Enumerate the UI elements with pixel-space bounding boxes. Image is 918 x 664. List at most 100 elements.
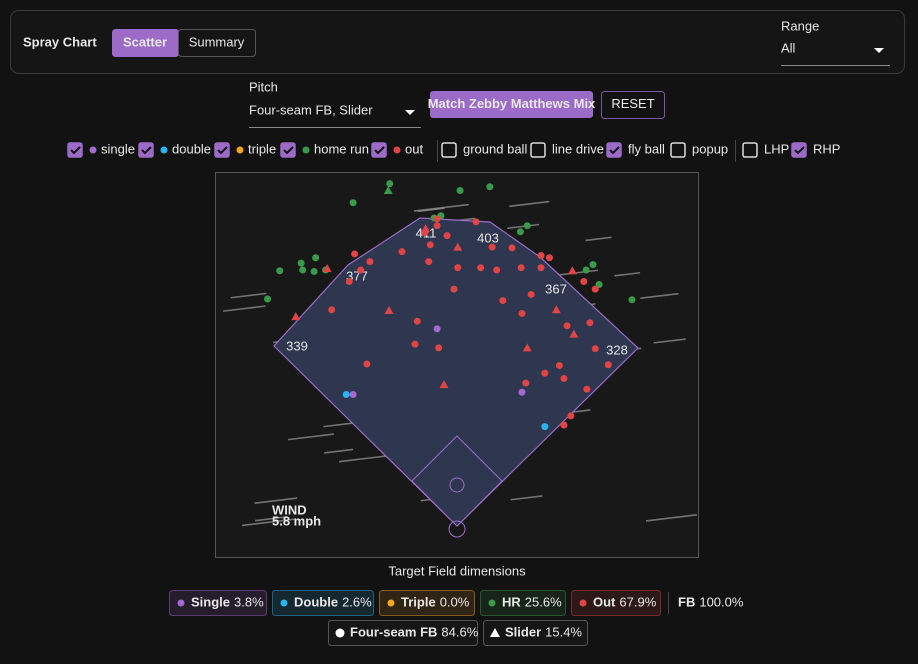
checkbox[interactable] <box>441 142 457 158</box>
wind-label: WIND <box>272 502 307 517</box>
hit-point <box>522 379 530 387</box>
checkmark[interactable] <box>283 146 294 155</box>
hit-point <box>582 266 590 274</box>
wind-streak <box>222 305 266 312</box>
summary-chip <box>272 590 374 616</box>
hit-point <box>349 199 357 207</box>
hit-point <box>563 322 571 330</box>
tab[interactable] <box>178 29 256 57</box>
hit-point <box>421 224 431 233</box>
checkmark[interactable] <box>609 146 620 155</box>
checkbox[interactable] <box>138 142 154 158</box>
summary-chip <box>571 590 661 616</box>
batted-ball-label: FB <box>678 594 695 609</box>
match-button[interactable] <box>430 91 593 118</box>
wind-streak <box>241 518 297 527</box>
legend-dot <box>393 146 401 154</box>
hit-point <box>276 267 284 275</box>
checkmark[interactable] <box>217 146 228 155</box>
checkbox[interactable] <box>606 142 622 158</box>
hit-point <box>291 312 301 321</box>
caption: Target Field dimensions <box>388 563 526 578</box>
hit-point <box>297 259 305 267</box>
chip-marker <box>490 628 500 637</box>
hit-point <box>310 268 318 276</box>
match-button-label[interactable]: Match Zebby Matthews Mix <box>428 96 596 111</box>
hit-point <box>439 380 449 389</box>
hit-point <box>551 305 561 314</box>
hit-point <box>425 258 433 266</box>
dropdown-arrow[interactable] <box>874 48 884 53</box>
hit-point <box>299 266 307 274</box>
checkbox[interactable] <box>67 142 83 158</box>
legend-dot <box>302 146 310 154</box>
chip-label: Four-seam FB <box>350 624 437 639</box>
hit-point <box>264 295 272 303</box>
hit-point <box>595 281 603 289</box>
wind-speed: 5.8 mph <box>272 513 321 528</box>
hit-point <box>567 266 577 275</box>
chip-value: 15.4% <box>545 624 582 639</box>
checkbox[interactable] <box>742 142 758 158</box>
checkbox[interactable] <box>670 142 686 158</box>
filter-label[interactable]: line drive <box>552 141 604 156</box>
hit-point <box>411 340 419 348</box>
dropdown-arrow[interactable] <box>405 110 415 115</box>
tab-label[interactable]: Scatter <box>123 34 167 49</box>
title: Spray Chart <box>23 34 97 49</box>
wind-streak <box>640 292 679 300</box>
hit-point <box>363 360 371 368</box>
chip-marker <box>387 599 395 607</box>
summary-chip <box>328 620 478 646</box>
reset-button[interactable] <box>601 91 665 119</box>
checkbox[interactable] <box>371 142 387 158</box>
filter-label[interactable]: out <box>405 141 423 156</box>
hit-point <box>357 266 365 274</box>
hit-point <box>591 345 599 353</box>
hit-point <box>523 222 531 230</box>
reset-button-label[interactable]: RESET <box>611 96 654 111</box>
hit-point <box>516 228 524 236</box>
chip-value: 0.0% <box>440 594 470 609</box>
filter-label[interactable]: double <box>172 141 211 156</box>
checkbox[interactable] <box>791 142 807 158</box>
checkbox[interactable] <box>214 142 230 158</box>
tab-label[interactable]: Summary <box>189 34 245 49</box>
hit-point <box>435 344 443 352</box>
chip-label: HR <box>502 594 521 609</box>
hit-point <box>493 266 501 274</box>
hit-point <box>383 186 393 195</box>
field-outline <box>273 217 639 527</box>
home-plate <box>448 520 466 538</box>
hit-point <box>345 277 353 285</box>
hit-point <box>398 248 406 256</box>
hit-point <box>508 244 516 252</box>
filter-label[interactable]: home run <box>314 141 369 156</box>
checkmark[interactable] <box>374 146 385 155</box>
wind-streak <box>413 203 469 212</box>
hit-point <box>583 385 591 393</box>
filter-label[interactable]: RHP <box>813 141 840 156</box>
filter-label[interactable]: LHP <box>764 141 789 156</box>
hit-point <box>589 261 597 269</box>
wind-streak <box>230 292 267 299</box>
pitch-value[interactable]: Four-seam FB, Slider <box>249 102 373 117</box>
batted-ball-value: 100.0% <box>699 594 744 609</box>
checkbox[interactable] <box>530 142 546 158</box>
range-value[interactable]: All <box>781 40 796 55</box>
filter-label[interactable]: popup <box>692 141 728 156</box>
checkmark[interactable] <box>794 146 805 155</box>
checkmark[interactable] <box>141 146 152 155</box>
chip-label: Single <box>191 594 230 609</box>
filter-label[interactable]: fly ball <box>628 141 665 156</box>
checkbox[interactable] <box>280 142 296 158</box>
filter-label[interactable]: single <box>101 141 135 156</box>
filter-label[interactable]: ground ball <box>463 141 527 156</box>
dimension-label: 367 <box>545 281 567 296</box>
checkmark[interactable] <box>70 146 81 155</box>
hit-point <box>433 325 441 333</box>
hit-point <box>541 369 549 377</box>
hit-point <box>366 258 374 266</box>
filter-label[interactable]: triple <box>248 141 276 156</box>
